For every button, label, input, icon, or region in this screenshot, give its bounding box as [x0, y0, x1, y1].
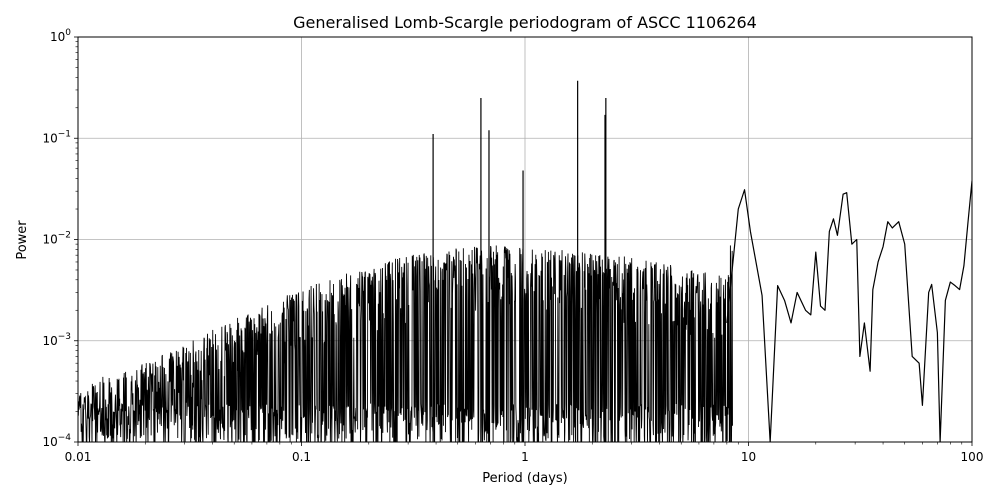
x-tick-label: 0.01 — [65, 450, 92, 464]
x-tick-label: 10 — [741, 450, 756, 464]
x-tick-label: 100 — [961, 450, 984, 464]
x-tick-label: 0.1 — [292, 450, 311, 464]
y-tick-label: 10−3 — [42, 332, 71, 348]
x-tick-label: 1 — [521, 450, 529, 464]
noise-floor — [78, 245, 733, 442]
y-axis-label: Power — [15, 220, 30, 260]
series-layer — [432, 80, 972, 442]
y-tick-label: 10−1 — [42, 129, 71, 145]
x-axis: 0.01 0.1 1 10 100 — [65, 442, 984, 464]
y-tick-label: 10−4 — [42, 433, 71, 449]
y-tick-label: 10−2 — [42, 231, 71, 247]
y-tick-label: 100 — [50, 28, 71, 44]
x-axis-label: Period (days) — [482, 471, 568, 486]
chart-title: Generalised Lomb-Scargle periodogram of … — [293, 13, 757, 32]
power-series-line — [726, 180, 972, 442]
noise-floor-path — [78, 245, 733, 442]
y-axis: 10−4 10−3 10−2 10−1 100 — [42, 28, 78, 449]
